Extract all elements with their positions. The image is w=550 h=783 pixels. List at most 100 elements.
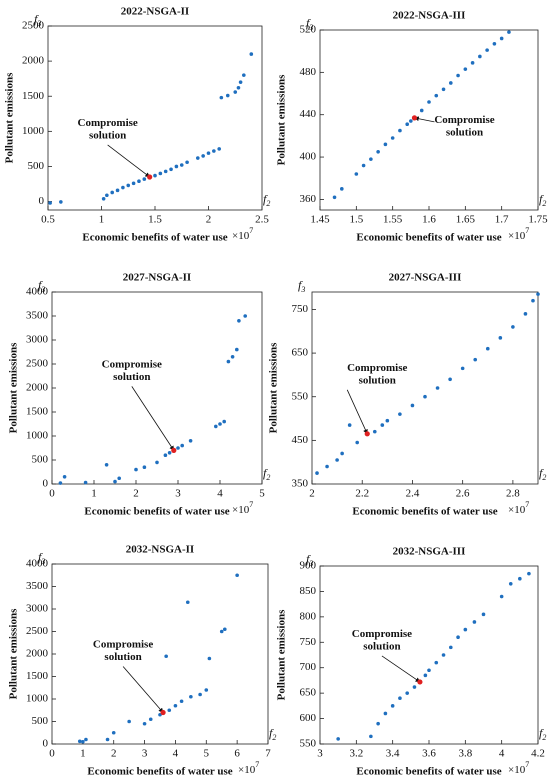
x-multiplier-base: ×10 <box>508 230 526 242</box>
x-tick-label: 1 <box>91 488 97 500</box>
data-point <box>169 167 173 172</box>
x-multiplier-exp: 7 <box>255 760 259 769</box>
data-point <box>212 149 216 153</box>
chart-title: 2027-NSGA-II <box>123 272 191 284</box>
y-axis-label: Pollutant emissions <box>276 74 288 165</box>
y-tick-label: 3000 <box>26 334 49 346</box>
data-point <box>383 711 388 716</box>
data-point <box>423 394 427 399</box>
chart-title: 2032-NSGA-II <box>126 544 194 556</box>
annotation: solution <box>89 130 126 142</box>
data-point <box>398 696 402 701</box>
data-point <box>163 453 168 458</box>
x-tick-label: 0 <box>49 748 55 760</box>
data-point <box>84 737 88 742</box>
data-point <box>59 200 63 204</box>
data-point <box>176 446 180 450</box>
annotation: solution <box>363 640 400 652</box>
data-point <box>485 346 490 351</box>
annotation: solution <box>446 126 483 138</box>
data-point <box>242 73 246 77</box>
data-point <box>173 703 178 708</box>
plot-frame <box>319 565 539 745</box>
panel: 2032-NSGA-III Economic benefits of water … <box>276 546 547 778</box>
data-point <box>174 164 179 169</box>
y-tick-label: 1000 <box>22 125 45 137</box>
annotation-arrow <box>131 386 175 451</box>
x-tick-label: 2 <box>111 748 117 760</box>
x-multiplier-exp: 7 <box>525 226 529 235</box>
panel: 2032-NSGA-II Economic benefits of water u… <box>8 544 277 778</box>
x-tick-label: 4.2 <box>531 748 545 760</box>
data-point <box>214 424 218 429</box>
data-point <box>235 573 239 578</box>
data-point <box>189 694 193 699</box>
y-tick-label: 2500 <box>26 358 49 370</box>
x-multiplier-exp: 7 <box>525 500 529 509</box>
y-tick-label: 700 <box>300 661 317 673</box>
x-tick-label: 2.5 <box>255 214 269 226</box>
x-tick-label: 3 <box>175 488 181 500</box>
data-point <box>511 325 515 329</box>
x-tick-label: 1 <box>99 214 105 226</box>
data-point <box>470 61 475 65</box>
y-symbol: f3 <box>38 278 45 294</box>
chart-title: 2027-NSGA-III <box>389 272 462 284</box>
x-multiplier: ×107 <box>508 226 529 242</box>
data-point <box>180 443 184 448</box>
x-symbol-base: f <box>539 466 544 480</box>
data-point <box>361 163 366 168</box>
x-axis-label: Economic benefits of water use <box>352 506 497 518</box>
data-point <box>167 708 172 713</box>
y-tick-label: 350 <box>292 478 309 490</box>
y-tick-label: 550 <box>300 738 317 750</box>
data-point <box>441 87 446 92</box>
x-symbol-base: f <box>539 726 544 740</box>
data-point <box>233 90 238 94</box>
x-tick-label: 3.2 <box>349 748 363 760</box>
y-axis-label: Pollutant emissions <box>276 609 288 700</box>
annotation-line: Compromise <box>93 638 153 650</box>
data-point <box>485 48 489 52</box>
x-multiplier: ×107 <box>232 226 253 242</box>
y-tick-label: 4000 <box>26 286 49 298</box>
y-symbol-sub: 3 <box>40 285 45 294</box>
plot-frame <box>311 291 539 485</box>
x-tick-label: 4 <box>499 748 505 760</box>
data-point <box>142 721 147 726</box>
x-symbol-sub: 2 <box>542 199 546 208</box>
data-point <box>463 67 468 71</box>
x-tick-label: 4 <box>217 488 223 500</box>
plot-frame <box>51 563 269 745</box>
y-tick-label: 2000 <box>26 382 49 394</box>
x-symbol: f2 <box>539 466 546 482</box>
y-tick-label: 360 <box>300 193 317 205</box>
x-multiplier-base: ×10 <box>508 504 526 516</box>
x-symbol: f2 <box>269 726 276 742</box>
data-point <box>134 467 138 472</box>
y-tick-label: 3500 <box>26 310 49 322</box>
data-point <box>380 423 385 427</box>
annotation: solution <box>359 374 396 386</box>
x-tick-label: 7 <box>265 748 271 760</box>
y-tick-label: 1000 <box>26 430 49 442</box>
data-point <box>336 737 340 741</box>
data-point <box>385 418 390 423</box>
data-point <box>223 627 227 632</box>
y-symbol-base: f <box>34 12 39 26</box>
data-point <box>155 460 159 465</box>
x-tick-label: 1.5 <box>349 214 363 226</box>
x-symbol-sub: 2 <box>266 199 270 208</box>
data-point <box>448 377 452 382</box>
y-symbol-sub: 3 <box>300 285 305 294</box>
data-point <box>507 30 511 34</box>
y-tick-label: 4000 <box>26 558 49 570</box>
chart-title: 2022-NSGA-II <box>121 6 189 18</box>
data-point <box>441 653 446 657</box>
data-point <box>218 422 222 426</box>
x-tick-label: 2.6 <box>456 488 470 500</box>
y-tick-label: 1500 <box>26 670 49 682</box>
data-point <box>435 386 440 390</box>
data-point <box>113 479 117 484</box>
